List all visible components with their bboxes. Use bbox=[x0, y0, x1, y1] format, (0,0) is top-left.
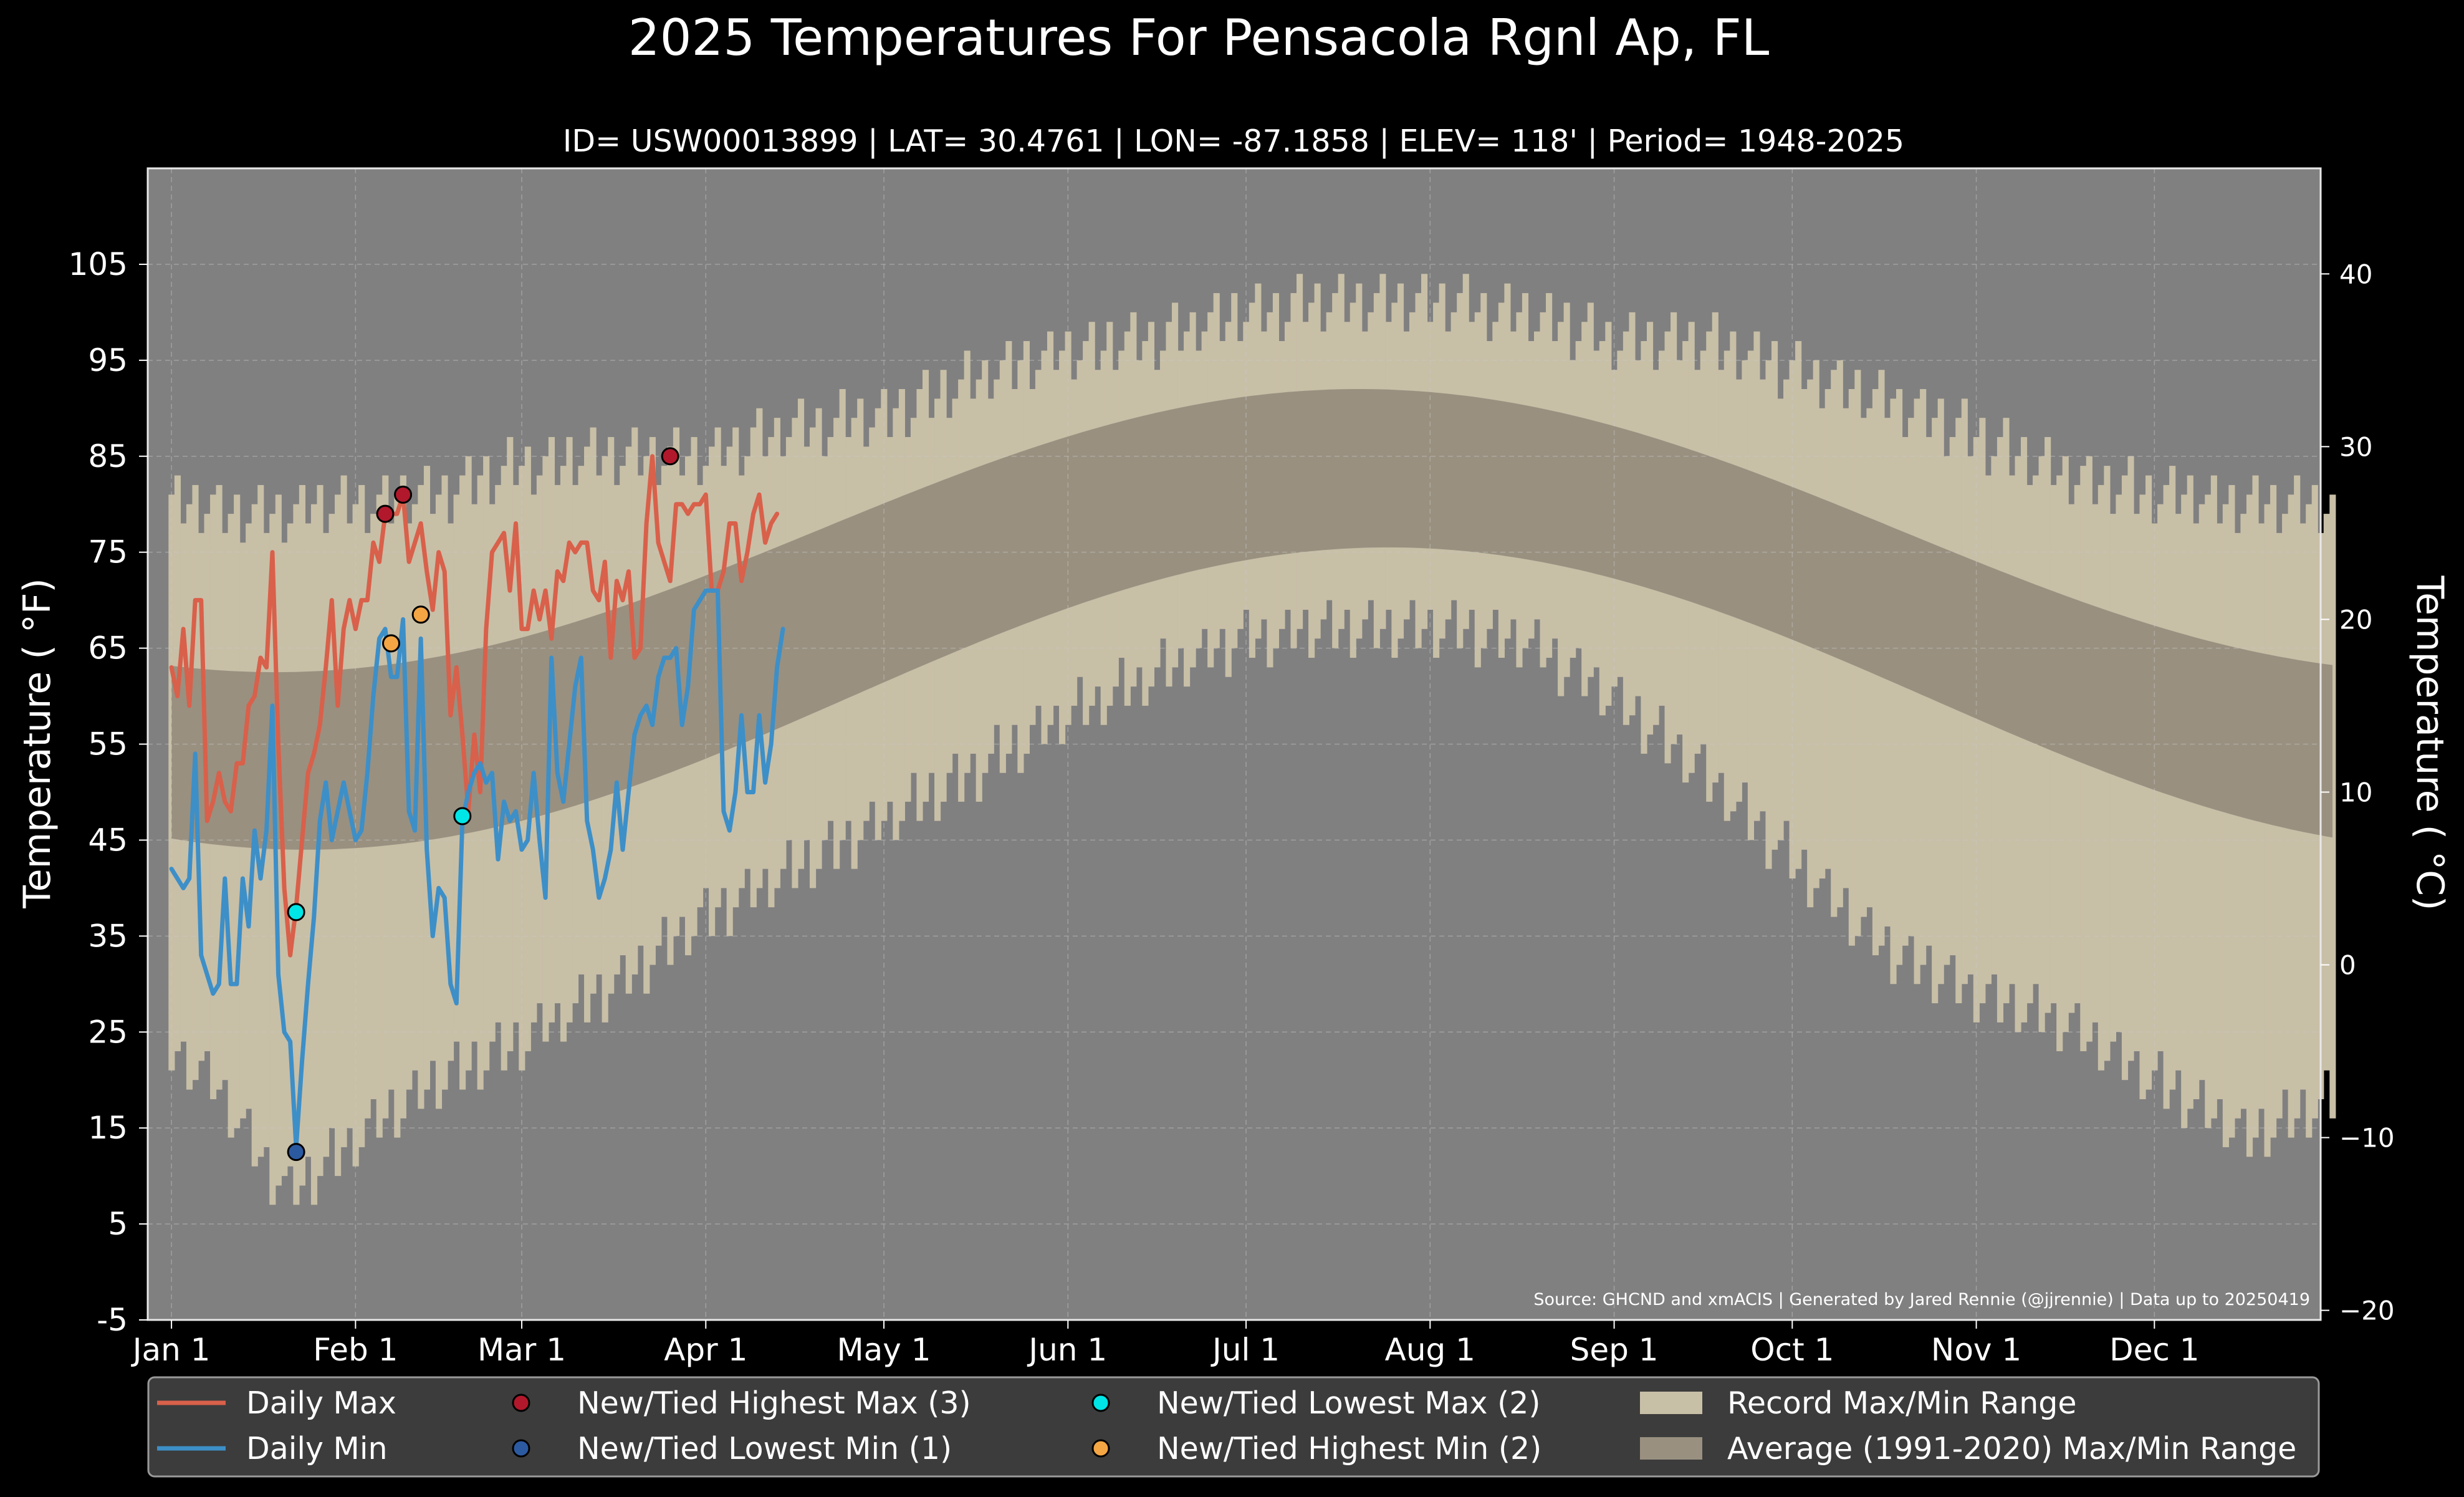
chart-subtitle: ID= USW00013899 | LAT= 30.4761 | LON= -8… bbox=[563, 123, 1904, 159]
record-range-bar bbox=[1848, 389, 1855, 946]
x-tick-label: Mar 1 bbox=[477, 1332, 566, 1368]
legend-highest-min-swatch bbox=[1091, 1439, 1110, 1458]
legend-lowest-max: New/Tied Lowest Max (2) bbox=[1157, 1385, 1541, 1421]
x-tick-label: Apr 1 bbox=[664, 1332, 747, 1368]
y-right-tick-label: −20 bbox=[2339, 1296, 2395, 1326]
chart-title: 2025 Temperatures For Pensacola Rgnl Ap,… bbox=[628, 9, 1770, 67]
record-range-bar bbox=[2246, 494, 2253, 1157]
legend-lowest-max-swatch bbox=[1091, 1394, 1110, 1412]
y-tick-label: 95 bbox=[88, 342, 128, 378]
lowest-min-marker bbox=[287, 1143, 305, 1162]
highest-max-marker bbox=[661, 447, 679, 466]
x-tick-label: Jun 1 bbox=[1027, 1332, 1107, 1368]
record-range-bar bbox=[1932, 418, 1939, 1004]
record-range-bar bbox=[310, 504, 318, 1205]
y-right-tick-label: −10 bbox=[2339, 1123, 2395, 1153]
record-range-bar bbox=[2163, 484, 2170, 1109]
record-range-bar bbox=[2217, 523, 2223, 1099]
record-range-bar bbox=[2264, 504, 2271, 1157]
grid-lines bbox=[148, 168, 2321, 1321]
source-note: Source: GHCND and xmACIS | Generated by … bbox=[1533, 1290, 2310, 1309]
x-tick-label: Nov 1 bbox=[1931, 1332, 2021, 1368]
y-axis-right: 40 30 20 10 0 −10 −20 bbox=[2321, 259, 2395, 1326]
y-tick-label: 5 bbox=[108, 1206, 128, 1242]
legend-lowest-min: New/Tied Lowest Min (1) bbox=[577, 1431, 952, 1466]
x-axis: Jan 1 Feb 1 Mar 1 Apr 1 May 1 Jun 1 Jul 1 Aug 1… bbox=[131, 1320, 2200, 1368]
record-range-bar bbox=[1973, 436, 1980, 1023]
series-lines bbox=[169, 454, 785, 1150]
lowest-max-marker bbox=[287, 903, 305, 922]
legend-highest-max: New/Tied Highest Max (3) bbox=[577, 1385, 971, 1421]
record-range-bar bbox=[1944, 456, 1950, 965]
record-range-bar bbox=[2097, 484, 2104, 1071]
legend-daily-min: Daily Min bbox=[246, 1431, 388, 1466]
record-markers bbox=[287, 447, 679, 1162]
y-right-tick-label: 40 bbox=[2339, 259, 2372, 289]
y-tick-label: 45 bbox=[88, 822, 128, 858]
y-tick-label: -5 bbox=[97, 1302, 128, 1338]
x-tick-label: Sep 1 bbox=[1570, 1332, 1659, 1368]
legend-daily-max: Daily Max bbox=[246, 1385, 396, 1421]
record-range-bar bbox=[2151, 523, 2158, 1071]
y-tick-label: 15 bbox=[88, 1110, 128, 1146]
record-range-bar bbox=[2222, 504, 2229, 1147]
legend-box bbox=[147, 1376, 2320, 1478]
legend-lowest-min-swatch bbox=[512, 1439, 530, 1458]
y-tick-label: 105 bbox=[69, 246, 128, 282]
y-tick-label: 65 bbox=[88, 630, 128, 667]
record-range-bar bbox=[2193, 523, 2200, 1099]
y-right-tick-label: 30 bbox=[2339, 431, 2372, 462]
y-axis-left: 105 95 85 75 65 55 45 35 25 15 5 -5 bbox=[69, 246, 148, 1338]
record-range-bar bbox=[2109, 514, 2117, 1042]
legend-highest-min: New/Tied Highest Min (2) bbox=[1157, 1431, 1541, 1466]
record-range-bar bbox=[1890, 398, 1897, 984]
record-range-bar bbox=[2015, 456, 2021, 1032]
lowest-max-marker bbox=[453, 807, 472, 826]
record-range-bar bbox=[2139, 494, 2146, 1099]
y-tick-label: 25 bbox=[88, 1014, 128, 1050]
y-tick-label: 75 bbox=[88, 534, 128, 570]
y-tick-label: 55 bbox=[88, 726, 128, 763]
legend-record-range: Record Max/Min Range bbox=[1727, 1385, 2077, 1421]
record-range-bar bbox=[1985, 475, 1992, 984]
x-tick-label: Dec 1 bbox=[2109, 1332, 2199, 1368]
legend-average-range: Average (1991-2020) Max/Min Range bbox=[1727, 1431, 2296, 1466]
highest-min-marker bbox=[382, 634, 401, 653]
record-range-bar bbox=[1997, 436, 2004, 1023]
legend-average-range-swatch bbox=[1640, 1437, 1702, 1460]
x-tick-label: Aug 1 bbox=[1385, 1332, 1475, 1368]
record-range-bar bbox=[2329, 494, 2336, 1119]
x-tick-label: Jan 1 bbox=[131, 1332, 211, 1368]
y-right-tick-label: 10 bbox=[2339, 777, 2372, 807]
daily-min-line bbox=[169, 588, 785, 1150]
y-axis-label-right: Temperature ( °C) bbox=[2408, 575, 2452, 911]
record-range-bar bbox=[2181, 494, 2188, 1129]
x-tick-label: May 1 bbox=[837, 1332, 931, 1368]
y-right-tick-label: 0 bbox=[2339, 950, 2356, 981]
x-tick-label: Feb 1 bbox=[313, 1332, 398, 1368]
y-right-tick-label: 20 bbox=[2339, 604, 2372, 635]
highest-min-marker bbox=[411, 605, 430, 624]
record-range-bar bbox=[2026, 484, 2033, 1004]
y-tick-label: 35 bbox=[88, 918, 128, 954]
y-tick-label: 85 bbox=[88, 438, 128, 474]
legend-highest-max-swatch bbox=[512, 1394, 530, 1412]
legend: Daily Max Daily Min New/Tied Highest Max… bbox=[147, 1376, 2320, 1478]
x-tick-label: Jul 1 bbox=[1210, 1332, 1280, 1368]
highest-max-marker bbox=[376, 504, 395, 523]
record-range-bar bbox=[2234, 532, 2241, 1119]
highest-max-marker bbox=[394, 485, 413, 504]
record-range-bar bbox=[269, 514, 276, 1205]
y-axis-label-left: Temperature ( °F) bbox=[16, 578, 59, 909]
average-range-band bbox=[171, 389, 2332, 850]
record-range-bar bbox=[2056, 475, 2063, 1052]
record-range-bar bbox=[2205, 494, 2212, 1129]
daily-max-line bbox=[169, 454, 780, 958]
record-range-bar bbox=[293, 504, 300, 1205]
record-range-bar bbox=[1902, 436, 1909, 946]
legend-record-range-swatch bbox=[1640, 1392, 1702, 1414]
x-tick-label: Oct 1 bbox=[1750, 1332, 1834, 1368]
